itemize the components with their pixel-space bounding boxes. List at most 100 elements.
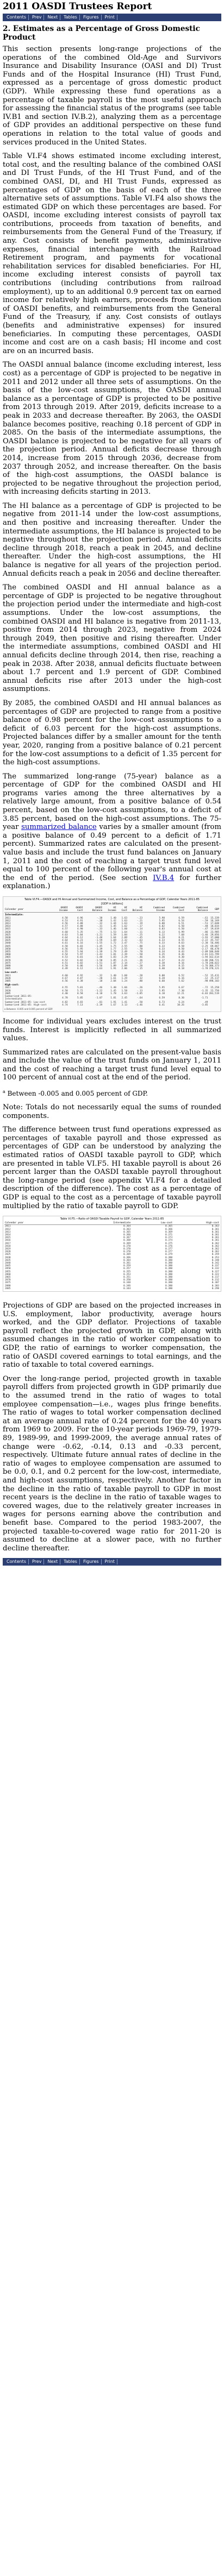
table-cell: 200,721 <box>209 959 219 962</box>
table-cell: -.63 <box>136 939 143 943</box>
year-cell: 2075 <box>5 1281 11 1285</box>
table-cell: 6.37 <box>159 959 165 962</box>
table-cell: 4.51 <box>62 962 68 965</box>
table-cell: .32 <box>138 977 143 980</box>
ratio-cell: 0.344 <box>123 1287 131 1290</box>
table-cell: 6.16 <box>178 977 184 980</box>
paragraph-summarized-rates: Summarized rates are calculated on the p… <box>3 1048 221 1082</box>
table-cell: 15,411 <box>210 974 219 977</box>
table-cell: 4.52 <box>62 959 68 962</box>
table-cell: 1.29 <box>121 977 128 980</box>
table-cell: -3.85 <box>201 1003 208 1007</box>
year-cell: 2065 <box>5 1276 11 1279</box>
table-cell: 7.13 <box>77 1003 83 1007</box>
table-cell: 2.32 <box>121 939 128 943</box>
table-cell: 4.63 <box>62 933 68 937</box>
footer-prev-link[interactable]: Prev <box>30 1559 45 1565</box>
column-header: Combined Balance <box>184 907 209 913</box>
column-header: Calendar year <box>4 1222 70 1226</box>
table-row: 2012 4.53 4.91 -.38 1.42 1.63 -.21 5.95 6.54 -.59… <box>4 920 220 922</box>
table-row: 2075 0.348 0.380 0.307 <box>4 1281 220 1284</box>
table-cell: -.20 <box>136 974 143 977</box>
table-cell: 1.69 <box>110 939 116 943</box>
table-cell: 17,048 <box>210 922 219 926</box>
footer-next-link[interactable]: Next <box>45 1559 61 1565</box>
table-cell: 2065 <box>5 956 11 959</box>
table-cell: 5.98 <box>159 916 165 920</box>
paragraph-table-description: Table VI.F4 shows estimated income exclu… <box>3 152 221 355</box>
table-header-row: Calendar year OASDI Income OASDI Cost OASDI… <box>4 907 220 913</box>
table-cell: 2011 <box>5 987 11 990</box>
table-cell: 6.39 <box>159 965 165 968</box>
table-row: 2065 0.351 0.380 0.317 <box>4 1276 220 1279</box>
table-cell: -.51 <box>202 922 208 926</box>
table-cell: 4.49 <box>62 967 68 971</box>
nav-figures-link[interactable]: Figures <box>81 15 102 20</box>
table-row: 2035 0.364 0.380 0.348 <box>4 1259 220 1262</box>
table-group-row: Low-cost: <box>4 970 220 974</box>
nav-tables-link[interactable]: Tables <box>61 15 80 20</box>
table-cell: 1.60 <box>121 974 128 977</box>
table-cell: -1.48 <box>95 956 103 959</box>
paragraph-payroll-gdp: The difference between trust fund operat… <box>3 1126 221 1210</box>
table-cell: 5.85 <box>77 996 83 1000</box>
table-cell: 5.95 <box>159 987 165 990</box>
table-cell: 1.40 <box>110 987 116 990</box>
paragraph-gdp-projections: Projections of GDP are based on the proj… <box>3 1302 221 1369</box>
table-row: 2065 4.53 6.01 -1.48 1.83 2.29 -.46 6.36 8.30 -1.… <box>4 956 220 959</box>
ratio-cell: 0.365 <box>165 1225 173 1228</box>
ratio-cell: 0.380 <box>165 1267 173 1271</box>
nav-next-link[interactable]: Next <box>45 15 61 20</box>
table-cell: 6.28 <box>159 977 165 980</box>
table-row: 2085 0.344 0.380 0.298 <box>4 1287 220 1290</box>
table-row: 2019 0.370 0.377 0.362 <box>4 1248 220 1251</box>
table-cell: 5.62 <box>178 980 184 983</box>
year-cell: 2012 <box>5 1228 11 1231</box>
year-cell: 2016 <box>5 1239 11 1242</box>
section-ivb4-link[interactable]: IV.B.4 <box>153 874 175 882</box>
footer-contents-link[interactable]: Contents <box>4 1559 29 1565</box>
table-cell: 4.54 <box>62 953 68 957</box>
table-cell: 2015 <box>5 928 11 931</box>
column-header: OASDI Income <box>50 907 69 913</box>
table-cell: 1.85 <box>110 959 116 962</box>
table-row: 2075 4.51 6.02 -1.51 1.87 2.14 -.27 6.38 8.16 -1.… <box>4 962 220 965</box>
table-row: 2025 0.369 0.379 0.359 <box>4 1253 220 1256</box>
ratio-cell: 0.361 <box>211 1234 219 1236</box>
table-cell: 5.95 <box>159 919 165 922</box>
year-cell: 2030 <box>5 1256 11 1259</box>
table-cell: 1.45 <box>110 989 116 992</box>
paragraph-totals-note: Note: Totals do not necessarily equal th… <box>3 1103 221 1120</box>
table-cell: 6.03 <box>159 928 165 931</box>
table-cell: 6.40 <box>159 967 165 971</box>
ratio-cell: 0.380 <box>165 1284 173 1287</box>
summarized-balance-link[interactable]: summarized balance <box>21 823 97 832</box>
table-cell: 4.92 <box>77 974 83 977</box>
table-cell: -4.18 <box>95 992 103 995</box>
table-cell: -1.45 <box>95 945 103 948</box>
table-cell: 1.75 <box>110 945 116 948</box>
footer-tables-link[interactable]: Tables <box>61 1559 80 1565</box>
table-cell: 1.79 <box>110 951 116 954</box>
table-cell: 5.35 <box>77 931 83 934</box>
column-header: OASDI Cost <box>68 907 84 913</box>
table-cell: 6.16 <box>77 942 83 945</box>
table-cell: 1.41 <box>121 1001 128 1004</box>
table-cell: 7.30 <box>178 989 184 992</box>
nav-prev-link[interactable]: Prev <box>30 15 45 20</box>
footer-figures-link[interactable]: Figures <box>81 1559 102 1565</box>
table-cell: 4.82 <box>62 1001 68 1004</box>
top-nav: Contents Prev Next Tables Figures Print <box>3 14 221 21</box>
table-cell: 4.55 <box>62 987 68 990</box>
table-cell: -.13 <box>136 989 143 992</box>
nav-print-link[interactable]: Print <box>103 15 117 20</box>
table-cell: 6.34 <box>159 951 165 954</box>
table-cell: -1.35 <box>201 989 208 992</box>
ratio-cell: 0.357 <box>123 1267 131 1271</box>
table-cell: 2055 <box>5 951 11 954</box>
table-row: 2030 4.64 6.12 -1.48 1.64 2.09 -.45 6.28 8.21 -1.… <box>4 937 220 939</box>
ratio-cell: 0.370 <box>123 1245 131 1248</box>
footer-print-link[interactable]: Print <box>103 1559 117 1565</box>
nav-contents-link[interactable]: Contents <box>4 15 29 20</box>
table-cell: -.20 <box>136 965 143 968</box>
